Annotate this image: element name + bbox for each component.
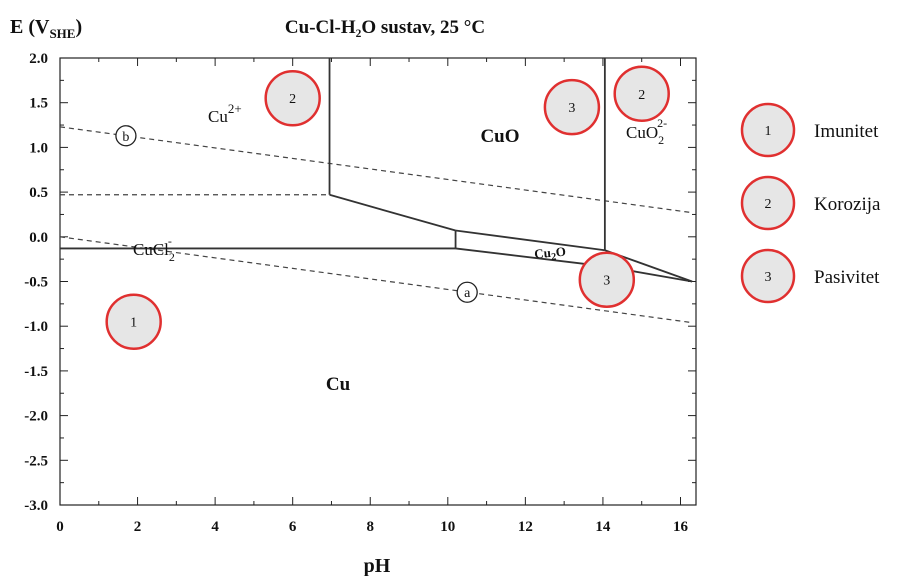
zone-marker-2: 3: [543, 78, 601, 136]
zone-marker-label-0: 1: [130, 316, 137, 331]
legend-item-imunitet: 1 Imunitet: [740, 102, 879, 158]
water-stability-lines: [60, 126, 693, 324]
y-tick-label-9: -2.5: [24, 453, 48, 469]
y-axis-label: E (VSHE): [10, 16, 82, 41]
dashed-line-0: [60, 126, 693, 214]
zone-marker-3: 2: [613, 65, 670, 123]
legend-item-pasivitet: 3 Pasivitet: [740, 248, 880, 304]
zone-marker-4: 3: [578, 251, 636, 308]
chart-title: Cu-Cl-H₂O sustav, 25 °C: [285, 17, 485, 38]
water-line-markers: ba: [115, 125, 478, 303]
boundary-line-2: [329, 193, 456, 232]
y-tick-labels: 2.0 1.5 1.0 0.5 0.0 -0.5 -1.0 -1.5 -2.0 -2.5 -3.0: [24, 51, 48, 514]
zone-marker-label-3: 2: [638, 88, 645, 103]
x-tick-label-1: 2: [134, 519, 142, 535]
y-tick-label-7: -1.5: [24, 364, 48, 380]
x-tick-label-8: 16: [673, 519, 689, 535]
y-tick-label-1: 1.5: [29, 96, 48, 112]
legend-marker-1: 1: [765, 124, 772, 139]
boundary-line-3: [455, 229, 605, 252]
legend: 1 Imunitet 2 Korozija 3 Pasivitet: [740, 102, 881, 304]
zone-marker-label-4: 3: [603, 274, 610, 289]
x-tick-label-2: 4: [211, 519, 219, 535]
zone-marker-0: 1: [105, 293, 162, 350]
region-label-cuo: CuO: [480, 126, 519, 147]
region-label-cu2plus: Cu2+: [208, 101, 242, 126]
legend-marker-2: 2: [765, 197, 772, 212]
y-tick-label-6: -1.0: [24, 319, 48, 335]
legend-label: Pasivitet: [814, 267, 880, 288]
zone-markers: 1 2 3 2 3: [105, 65, 670, 350]
region-label-cuo2: CuO22-: [626, 116, 667, 147]
x-tick-label-6: 12: [518, 519, 533, 535]
x-tick-label-5: 10: [440, 519, 455, 535]
phase-boundaries: [60, 58, 693, 283]
region-label-cucl2: CuCl2-: [133, 234, 175, 264]
zone-marker-label-1: 2: [289, 92, 296, 107]
y-tick-label-2: 1.0: [29, 140, 48, 156]
y-tick-label-10: -3.0: [24, 498, 48, 514]
legend-marker-3: 3: [765, 270, 772, 285]
water-marker-label-b: b: [122, 130, 129, 145]
x-axis-label: pH: [364, 555, 391, 576]
legend-item-korozija: 2 Korozija: [740, 175, 881, 231]
legend-label: Korozija: [814, 194, 881, 215]
x-tick-label-0: 0: [56, 519, 64, 535]
dashed-line-1: [60, 236, 693, 324]
region-label-cu: Cu: [326, 374, 351, 395]
x-tick-label-7: 14: [595, 519, 611, 535]
y-tick-label-4: 0.0: [29, 230, 48, 246]
zone-marker-label-2: 3: [568, 101, 575, 116]
water-marker-b: b: [115, 125, 137, 147]
boundary-line-5: [455, 247, 605, 268]
y-tick-label-0: 2.0: [29, 51, 48, 67]
water-marker-a: a: [456, 281, 478, 303]
y-tick-label-8: -2.0: [24, 409, 48, 425]
legend-label: Imunitet: [814, 121, 879, 142]
y-tick-label-3: 0.5: [29, 185, 48, 201]
region-label-cu2o: Cu2O: [534, 244, 567, 265]
zone-marker-1: 2: [264, 69, 321, 127]
water-marker-label-a: a: [464, 286, 471, 301]
y-tick-label-5: -0.5: [24, 275, 48, 291]
axis-ticks: [59, 57, 696, 506]
x-tick-label-3: 6: [289, 519, 297, 535]
x-tick-label-4: 8: [366, 519, 374, 535]
x-tick-labels: 0 2 4 6 8 10 12 14 16: [56, 519, 688, 535]
